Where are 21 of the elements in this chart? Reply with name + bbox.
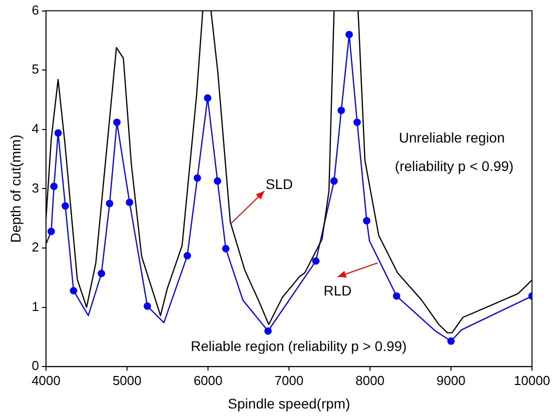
- annotation: SLD: [266, 176, 293, 192]
- annotation: RLD: [324, 282, 352, 299]
- y-tick-label: 6: [32, 2, 40, 18]
- y-tick-label: 2: [32, 240, 40, 255]
- x-tick-label: 7000: [274, 372, 304, 388]
- annotation: Reliable region (reliability p > 0.99): [190, 338, 407, 354]
- x-tick-label: 4000: [32, 372, 60, 388]
- y-tick-label: 5: [32, 62, 40, 77]
- x-tick-label: 8000: [356, 372, 384, 388]
- y-axis-title: Depth of cut(mm): [7, 134, 24, 243]
- x-tick-label: 10000: [514, 372, 550, 388]
- x-tick-label: 6000: [194, 372, 222, 388]
- y-tick-label: 4: [32, 120, 40, 136]
- y-tick-label: 1: [32, 298, 40, 314]
- annotation: (reliability p < 0.99): [394, 158, 514, 174]
- x-tick-label: 9000: [436, 372, 466, 388]
- x-axis-title: Spindle speed(rpm): [228, 395, 350, 412]
- annotation: Unreliable region: [398, 130, 505, 146]
- x-tick-label: 5000: [112, 372, 142, 388]
- y-tick-label: 0: [32, 358, 40, 374]
- y-tick-label: 3: [32, 180, 40, 196]
